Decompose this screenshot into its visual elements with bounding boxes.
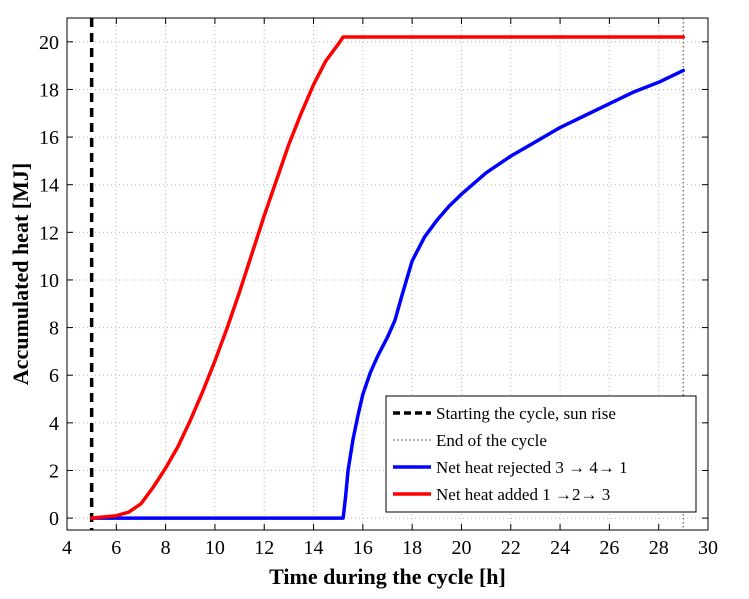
x-tick-label: 6 [111,537,121,559]
y-axis-label: Accumulated heat [MJ] [8,163,33,385]
x-tick-label: 14 [304,537,324,559]
legend-label-sunrise: Starting the cycle, sun rise [436,404,616,423]
x-tick-label: 18 [402,537,422,559]
y-tick-label: 16 [39,127,59,149]
y-tick-label: 4 [49,413,59,435]
legend-label-heat-added: Net heat added 1 →2→ 3 [436,485,610,504]
x-tick-label: 28 [649,537,669,559]
tick-layer [66,18,709,530]
legend-label-heat-rejected: Net heat rejected 3 → 4→ 1 [436,458,628,477]
series-line-heat-added [89,35,686,520]
y-tick-label: 12 [39,222,59,244]
y-tick-label: 2 [49,460,59,482]
y-tick-label: 18 [39,79,59,101]
plot-frame [66,17,709,531]
x-axis-label: Time during the cycle [h] [269,564,506,589]
x-tick-label: 4 [62,537,72,559]
legend-box [385,395,697,513]
x-tick-label: 26 [599,537,619,559]
series-layer [89,35,686,520]
x-tick-label: 20 [451,537,471,559]
x-tick-label: 8 [161,537,171,559]
reference-lines [89,18,685,530]
y-tick-label: 20 [39,32,59,54]
y-tick-label: 0 [49,508,59,530]
x-tick-label: 30 [698,537,718,559]
x-tick-label: 16 [353,537,373,559]
legend: Starting the cycle, sun rise End of the … [385,395,697,513]
y-tick-label: 6 [49,365,59,387]
x-tick-label: 10 [205,537,225,559]
x-tick-label: 24 [550,537,570,559]
legend-label-end-of-cycle: End of the cycle [436,431,547,450]
x-tick-label: 12 [254,537,274,559]
y-tick-label: 14 [39,175,59,197]
series-line-heat-rejected [89,68,686,520]
y-tick-label: 8 [49,318,59,340]
x-tick-label: 22 [501,537,521,559]
y-tick-label: 10 [39,270,59,292]
tick-labels: 4 6 8 10 12 14 16 18 20 22 24 26 28 30024681012141618… [39,32,718,559]
